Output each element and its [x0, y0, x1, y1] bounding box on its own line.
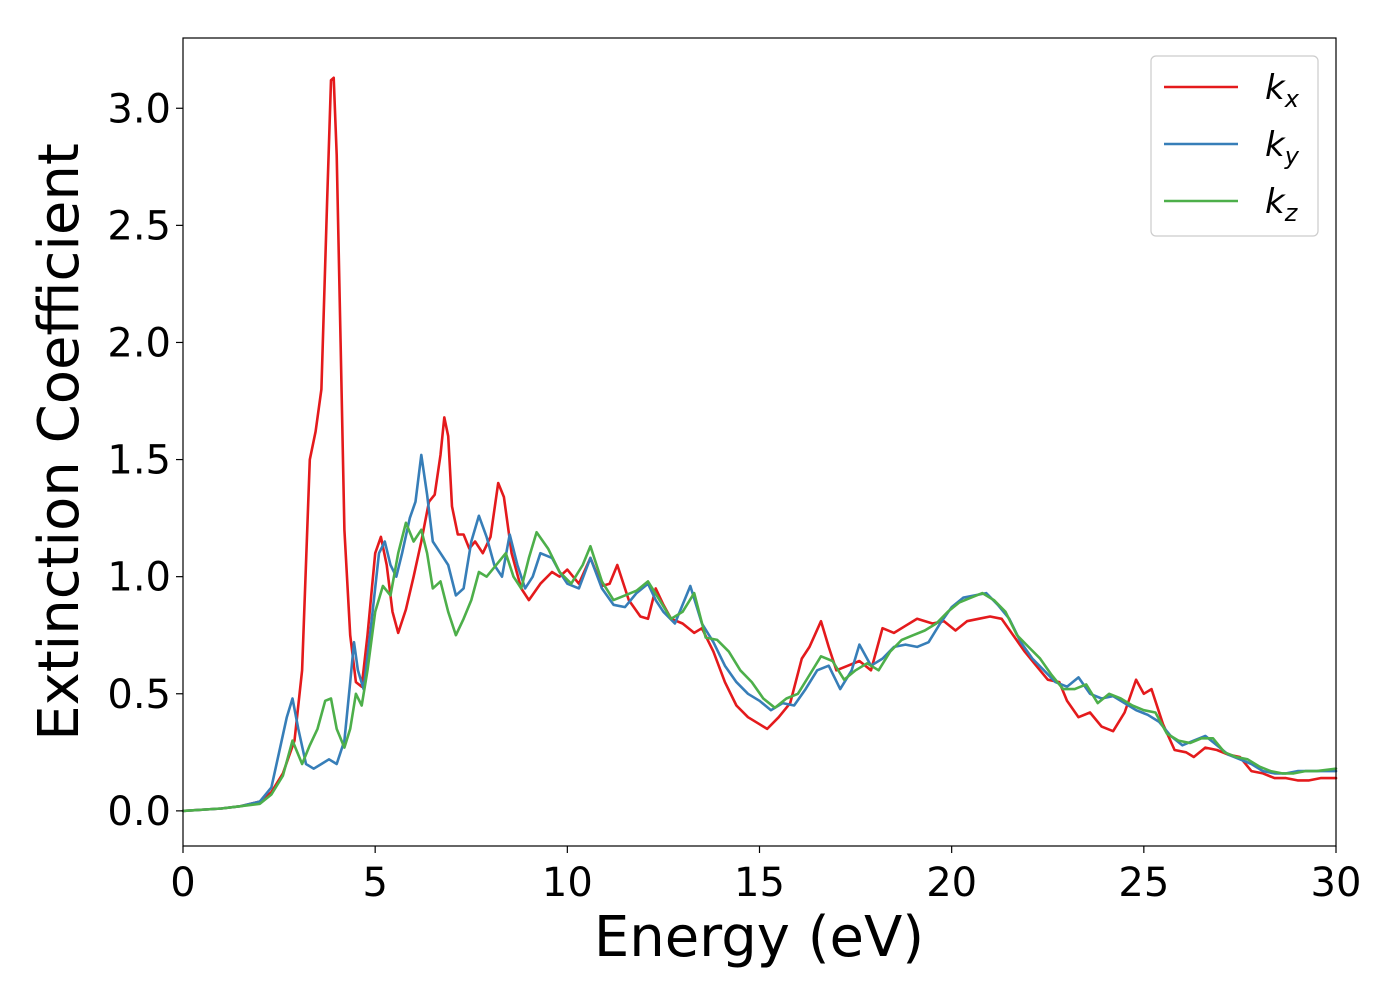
series-layer	[181, 76, 1338, 813]
series-line-z	[181, 521, 1338, 813]
x-tick-label: 5	[362, 860, 387, 906]
y-tick-label: 1.5	[107, 438, 171, 484]
x-axis-label: Energy (eV)	[594, 905, 924, 970]
y-tick-label: 0.0	[107, 789, 171, 835]
y-axis-ticks: 0.0 0.5 1.0 1.5 2.0 2.5 3.0	[107, 86, 183, 835]
y-tick-label: 2.5	[107, 203, 171, 249]
x-tick-label: 0	[170, 860, 195, 906]
legend-label-y: ky	[1265, 125, 1300, 170]
x-tick-label: 25	[1118, 860, 1169, 906]
y-tick-label: 3.0	[107, 86, 171, 132]
y-axis-label: Extinction Coefficient	[27, 143, 92, 741]
x-tick-label: 20	[926, 860, 977, 906]
x-tick-label: 30	[1311, 860, 1362, 906]
legend-box	[1150, 55, 1319, 237]
legend-label-x: kx	[1265, 68, 1300, 113]
x-tick-label: 10	[542, 860, 593, 906]
y-tick-label: 2.0	[107, 320, 171, 366]
legend-label-z: kz	[1265, 182, 1299, 227]
legend: kx ky kz	[1150, 55, 1319, 237]
y-tick-label: 0.5	[107, 672, 171, 718]
x-tick-label: 15	[734, 860, 785, 906]
y-tick-label: 1.0	[107, 555, 171, 601]
x-axis-ticks: 0 5 10 15 20 25 30	[170, 846, 1361, 906]
